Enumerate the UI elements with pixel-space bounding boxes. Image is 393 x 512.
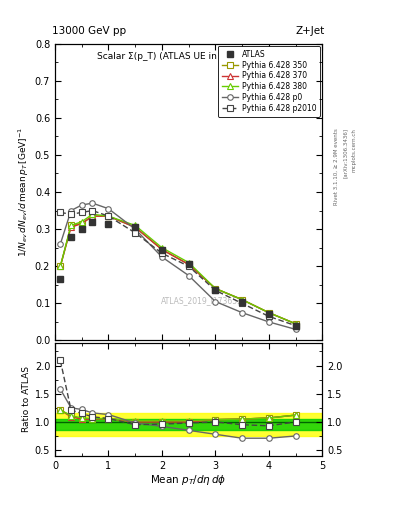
Pythia 6.428 p2010 (90, 207, 95, 214)
ATLAS (79, 226, 84, 232)
Pythia 6.428 380 (69, 222, 73, 228)
Text: 13000 GeV pp: 13000 GeV pp (52, 26, 127, 36)
Text: Rivet 3.1.10, ≥ 2.9M events: Rivet 3.1.10, ≥ 2.9M events (334, 128, 338, 205)
Pythia 6.428 p2010 (133, 230, 138, 236)
Pythia 6.428 p0 (133, 226, 138, 232)
ATLAS (266, 311, 271, 317)
ATLAS (160, 246, 164, 252)
Pythia 6.428 370 (240, 296, 244, 303)
Pythia 6.428 350 (240, 296, 244, 303)
Text: [arXiv:1306.3436]: [arXiv:1306.3436] (343, 128, 347, 178)
Pythia 6.428 380 (293, 321, 298, 327)
Pythia 6.428 p2010 (58, 209, 63, 216)
Pythia 6.428 380 (133, 222, 138, 228)
Text: ATLAS_2019_I1736531: ATLAS_2019_I1736531 (161, 296, 248, 305)
Pythia 6.428 p2010 (106, 213, 111, 219)
Pythia 6.428 370 (90, 213, 95, 219)
Pythia 6.428 p2010 (266, 313, 271, 319)
Pythia 6.428 p2010 (186, 263, 191, 269)
Pythia 6.428 370 (133, 224, 138, 230)
Pythia 6.428 350 (90, 213, 95, 219)
Pythia 6.428 370 (266, 310, 271, 316)
Pythia 6.428 p2010 (160, 250, 164, 257)
Pythia 6.428 p2010 (213, 287, 218, 293)
Pythia 6.428 p2010 (293, 323, 298, 329)
Pythia 6.428 350 (106, 213, 111, 219)
Pythia 6.428 380 (106, 213, 111, 219)
Pythia 6.428 p0 (90, 200, 95, 206)
Pythia 6.428 380 (186, 260, 191, 266)
Text: Scalar Σ(p_T) (ATLAS UE in Z production): Scalar Σ(p_T) (ATLAS UE in Z production) (97, 52, 281, 61)
Line: Pythia 6.428 p0: Pythia 6.428 p0 (58, 200, 298, 332)
Pythia 6.428 p0 (58, 241, 63, 247)
Pythia 6.428 380 (90, 211, 95, 217)
Bar (55, 414, 322, 436)
Line: Pythia 6.428 p2010: Pythia 6.428 p2010 (58, 208, 298, 328)
Pythia 6.428 p0 (293, 326, 298, 332)
Pythia 6.428 370 (79, 221, 84, 227)
Pythia 6.428 p0 (240, 310, 244, 316)
ATLAS (90, 219, 95, 225)
Pythia 6.428 380 (79, 219, 84, 225)
Pythia 6.428 p0 (266, 319, 271, 325)
Pythia 6.428 380 (240, 296, 244, 303)
Line: Pythia 6.428 370: Pythia 6.428 370 (58, 214, 298, 327)
Line: Pythia 6.428 380: Pythia 6.428 380 (58, 211, 298, 327)
Legend: ATLAS, Pythia 6.428 350, Pythia 6.428 370, Pythia 6.428 380, Pythia 6.428 p0, Py: ATLAS, Pythia 6.428 350, Pythia 6.428 37… (218, 46, 320, 117)
ATLAS (69, 233, 73, 240)
Pythia 6.428 380 (160, 245, 164, 251)
Pythia 6.428 350 (293, 321, 298, 327)
Pythia 6.428 p2010 (79, 209, 84, 216)
ATLAS (293, 323, 298, 329)
Pythia 6.428 p2010 (240, 300, 244, 306)
Pythia 6.428 350 (79, 221, 84, 227)
Pythia 6.428 380 (58, 263, 63, 269)
Pythia 6.428 p0 (79, 202, 84, 208)
ATLAS (133, 224, 138, 230)
Pythia 6.428 380 (213, 285, 218, 291)
ATLAS (186, 261, 191, 267)
Pythia 6.428 370 (293, 321, 298, 327)
Pythia 6.428 370 (186, 261, 191, 267)
Pythia 6.428 370 (160, 246, 164, 252)
ATLAS (240, 298, 244, 305)
Line: Pythia 6.428 350: Pythia 6.428 350 (58, 214, 298, 327)
Pythia 6.428 p0 (69, 207, 73, 214)
Pythia 6.428 350 (213, 285, 218, 291)
Pythia 6.428 350 (266, 310, 271, 316)
Bar (55, 419, 322, 430)
Pythia 6.428 350 (186, 261, 191, 267)
Pythia 6.428 350 (133, 224, 138, 230)
X-axis label: Mean $p_T/d\eta\,d\phi$: Mean $p_T/d\eta\,d\phi$ (151, 473, 227, 487)
Pythia 6.428 350 (58, 263, 63, 269)
Pythia 6.428 p0 (186, 272, 191, 279)
Pythia 6.428 p0 (213, 298, 218, 305)
Y-axis label: Ratio to ATLAS: Ratio to ATLAS (22, 367, 31, 432)
Pythia 6.428 370 (69, 224, 73, 230)
Text: mcplots.cern.ch: mcplots.cern.ch (351, 128, 356, 172)
Pythia 6.428 380 (266, 310, 271, 316)
ATLAS (58, 276, 63, 282)
Pythia 6.428 p0 (106, 206, 111, 212)
Line: ATLAS: ATLAS (58, 219, 298, 328)
Y-axis label: $1/N_{ev}\,dN_{ev}/d\,\mathrm{mean}\,p_T\,[\mathrm{GeV}]^{-1}$: $1/N_{ev}\,dN_{ev}/d\,\mathrm{mean}\,p_T… (16, 127, 31, 257)
Pythia 6.428 350 (69, 222, 73, 228)
Text: Z+Jet: Z+Jet (296, 26, 325, 36)
Pythia 6.428 350 (160, 246, 164, 252)
ATLAS (213, 287, 218, 293)
Pythia 6.428 370 (58, 263, 63, 269)
Pythia 6.428 p2010 (69, 211, 73, 217)
ATLAS (106, 221, 111, 227)
Pythia 6.428 370 (213, 285, 218, 291)
Pythia 6.428 p0 (160, 254, 164, 260)
Pythia 6.428 370 (106, 213, 111, 219)
